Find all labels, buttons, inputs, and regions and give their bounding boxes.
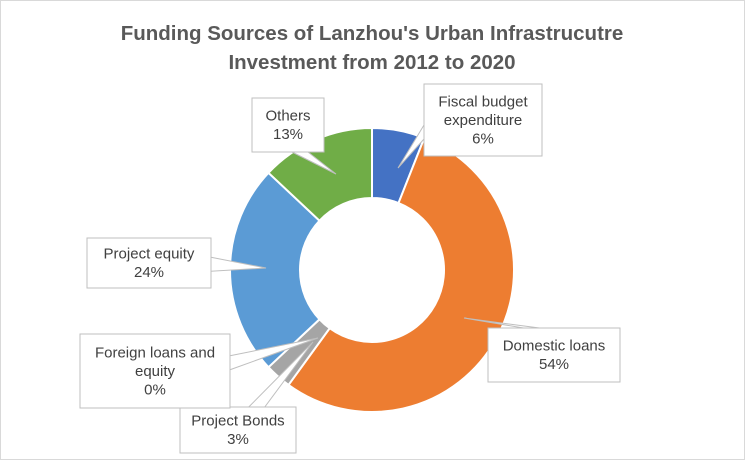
data-label-value: 54% [539,356,569,373]
data-label-value: 13% [273,126,303,143]
chart-title-line-1: Funding Sources of Lanzhou's Urban Infra… [121,22,624,45]
slice-domestic-loans [287,136,515,413]
callout-pointer [210,256,267,272]
data-label-value: 24% [134,264,164,281]
callout-pointer [291,151,337,175]
callout-pointer [247,341,314,408]
callout-box [179,406,297,454]
callout-pointer [229,337,319,371]
data-label-value: 3% [227,431,249,448]
slice-group [228,126,515,413]
callout-box [423,83,543,157]
data-label-category: Project equity [104,246,195,263]
callout-box [251,97,325,153]
callout-pointer [463,317,540,329]
callout-box [487,327,621,383]
callout-pointer [397,123,425,169]
data-label-category: Domestic loans [503,338,606,355]
data-label-value: 0% [144,381,166,398]
data-label-category: equity [135,363,176,380]
data-label-category: Others [265,108,310,125]
callout-box [79,333,231,409]
data-label-value: 6% [472,130,494,147]
data-label-category: expenditure [444,112,522,129]
callout-box [86,237,212,289]
chart-title-line-2: Investment from 2012 to 2020 [228,51,515,74]
data-label-category: Fiscal budget [438,93,528,110]
data-label-category: Foreign loans and [95,344,215,361]
data-label-category: Project Bonds [191,413,284,430]
slice-project-equity [228,171,321,369]
